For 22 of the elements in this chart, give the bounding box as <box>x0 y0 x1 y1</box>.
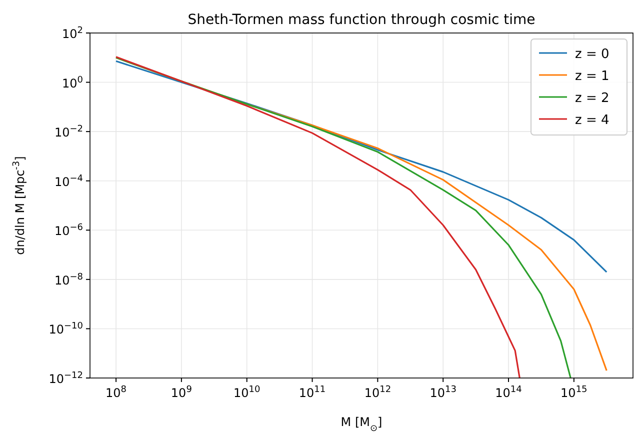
legend-label: z = 0 <box>575 47 610 62</box>
y-tick-label: 10$^{−6}$ <box>54 223 84 238</box>
x-tick-label: 10$^{11}$ <box>298 385 326 400</box>
y-tick-label: 10$^{−8}$ <box>54 272 84 288</box>
x-tick-label: 10$^{10}$ <box>233 385 260 400</box>
legend-label: z = 4 <box>575 113 610 128</box>
x-tick-label: 10$^{15}$ <box>560 385 588 400</box>
y-tick-label: 10$^{−10}$ <box>48 322 84 337</box>
x-tick-label: 10$^{8}$ <box>106 385 127 400</box>
y-tick-label: 10$^{−4}$ <box>54 174 84 189</box>
x-tick-label: 10$^{13}$ <box>430 385 456 400</box>
y-tick-label: 10$^{2}$ <box>62 26 83 41</box>
y-tick-label: 10$^{−12}$ <box>48 371 83 386</box>
legend-label: z = 2 <box>575 91 610 106</box>
legend-label: z = 1 <box>575 69 610 84</box>
x-tick-label: 10$^{9}$ <box>170 385 192 400</box>
x-tick-label: 10$^{14}$ <box>495 385 522 400</box>
x-axis-title: M [M$_{⊙}$] <box>340 415 382 434</box>
y-tick-label: 10$^{−2}$ <box>54 124 83 140</box>
y-tick-label: 10$^{0}$ <box>62 75 84 90</box>
x-tick-label: 10$^{12}$ <box>364 385 392 400</box>
chart-title: Sheth-Tormen mass function through cosmic time <box>188 12 536 28</box>
